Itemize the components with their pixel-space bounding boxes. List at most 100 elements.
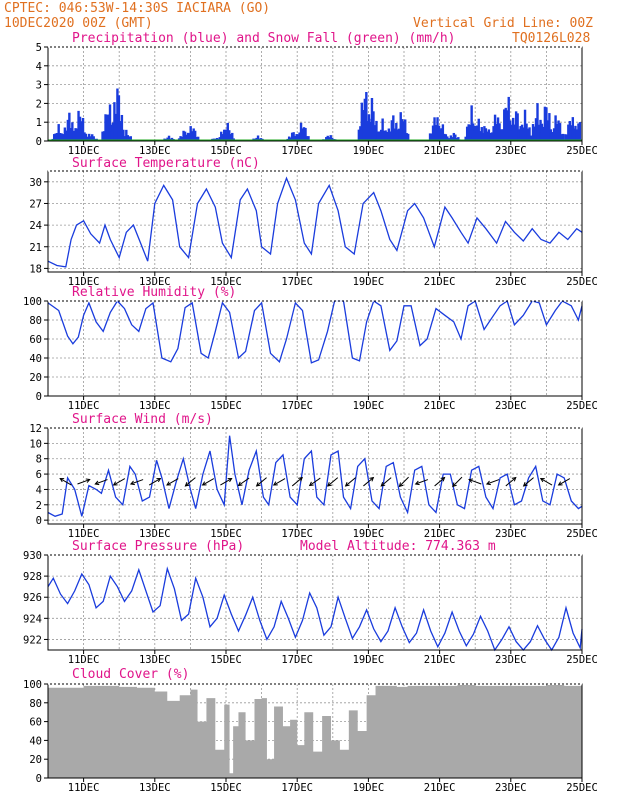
wind-xtick-label: 23DEC bbox=[495, 528, 527, 540]
precip-bar bbox=[486, 131, 489, 141]
rh-xtick-label: 17DEC bbox=[281, 400, 313, 412]
precip-bar bbox=[68, 112, 71, 141]
precip-bar bbox=[533, 126, 536, 141]
temp-ytick-label: 21 bbox=[29, 242, 42, 254]
wind-arrow-head bbox=[298, 476, 303, 482]
precip-bar bbox=[517, 137, 521, 141]
header-run-code: TQ0126L028 bbox=[512, 31, 590, 46]
wind-ytick-label: 10 bbox=[29, 438, 42, 450]
precip-bar bbox=[299, 122, 303, 141]
precip-bar bbox=[117, 95, 121, 141]
precip-bar bbox=[125, 129, 128, 141]
precip-bar bbox=[305, 136, 309, 141]
wind-arrow bbox=[77, 479, 90, 485]
precip-bar bbox=[220, 131, 223, 141]
precip-bar bbox=[298, 132, 301, 141]
rh-title: Relative Humidity (%) bbox=[72, 285, 236, 300]
temp-xtick-label: 21DEC bbox=[424, 276, 456, 288]
wind-arrow-head bbox=[452, 482, 457, 488]
temp-xtick-label: 15DEC bbox=[210, 276, 242, 288]
precip-bar bbox=[192, 128, 195, 141]
precip-bar bbox=[83, 132, 86, 141]
cloud-ytick-label: 0 bbox=[36, 773, 42, 785]
precip-xtick-label: 11DEC bbox=[68, 145, 100, 157]
precip-bar bbox=[522, 127, 525, 141]
precip-bar bbox=[574, 125, 577, 141]
precip-bar bbox=[108, 104, 112, 141]
precip-bar bbox=[520, 124, 524, 141]
precip-bar bbox=[540, 123, 544, 141]
wind-arrow-head bbox=[156, 477, 162, 483]
precip-bar bbox=[437, 128, 440, 141]
precip-bar bbox=[558, 123, 562, 141]
wind-arrow bbox=[148, 478, 161, 486]
precip-bar bbox=[123, 136, 127, 141]
precip-bar bbox=[531, 124, 535, 141]
precip-bar bbox=[367, 114, 371, 141]
precip-bar bbox=[392, 115, 395, 141]
precip-bar bbox=[187, 133, 191, 141]
cloud-xtick-label: 15DEC bbox=[210, 782, 242, 794]
wind-arrow-head bbox=[369, 476, 375, 482]
precip-title: Precipitation (blue) and Snow Fall (gree… bbox=[72, 31, 456, 46]
wind-line bbox=[47, 435, 583, 518]
precip-bar bbox=[433, 117, 436, 141]
precip-bar bbox=[357, 129, 361, 141]
wind-arrow-head bbox=[227, 477, 233, 483]
temp-line bbox=[47, 176, 583, 268]
precip-bar bbox=[102, 131, 106, 141]
precip-bar bbox=[513, 124, 516, 141]
precip-bar bbox=[126, 135, 130, 141]
precip-bar bbox=[91, 134, 94, 141]
precip-bar bbox=[382, 130, 386, 141]
precip-bar bbox=[552, 128, 556, 141]
wind-arrow-head bbox=[85, 478, 91, 483]
wind-xtick-label: 19DEC bbox=[353, 528, 385, 540]
precip-xtick-label: 15DEC bbox=[210, 145, 242, 157]
precip-bar bbox=[435, 136, 439, 141]
rh-xtick-label: 21DEC bbox=[424, 400, 456, 412]
precip-bar bbox=[534, 118, 538, 141]
precip-bar bbox=[516, 113, 519, 141]
precip-bar bbox=[114, 113, 118, 141]
wind-ytick-label: 6 bbox=[36, 469, 42, 481]
precip-bar bbox=[81, 117, 85, 141]
precip-bar bbox=[525, 123, 528, 141]
rh-frame bbox=[47, 300, 583, 397]
precip-bar bbox=[183, 131, 187, 141]
precip-bar bbox=[80, 121, 83, 141]
precip-bar bbox=[326, 135, 329, 141]
precip-bar bbox=[401, 119, 404, 141]
wind-arrow-head bbox=[184, 482, 190, 487]
precip-bar bbox=[387, 128, 391, 141]
wind-arrow bbox=[434, 477, 445, 487]
precip-bar bbox=[120, 136, 124, 141]
precip-bar bbox=[555, 123, 559, 141]
precip-bar bbox=[62, 135, 65, 141]
precip-xtick-label: 23DEC bbox=[495, 145, 527, 157]
precip-bar bbox=[477, 118, 480, 141]
pressure-ytick-label: 922 bbox=[23, 634, 42, 646]
wind-arrow bbox=[558, 478, 571, 486]
panel-pressure: Surface Pressure (hPa) Model Altitude: 77… bbox=[23, 539, 598, 666]
precip-bar bbox=[451, 137, 454, 141]
precip-bar bbox=[395, 122, 398, 141]
wind-arrow bbox=[345, 477, 356, 487]
precip-bar bbox=[468, 124, 472, 141]
precip-bar bbox=[546, 120, 550, 141]
cloud-title: Cloud Cover (%) bbox=[72, 667, 189, 682]
precip-bar bbox=[470, 105, 473, 141]
wind-arrow-head bbox=[201, 481, 207, 486]
wind-arrow-head bbox=[112, 481, 118, 486]
precip-bar bbox=[182, 130, 185, 141]
precip-bar bbox=[289, 137, 292, 141]
precip-bar bbox=[226, 122, 229, 141]
rh-xtick-label: 15DEC bbox=[210, 400, 242, 412]
precip-bar bbox=[523, 109, 527, 141]
cloud-cover-area bbox=[48, 684, 582, 778]
precip-bar bbox=[572, 134, 576, 141]
precip-bar bbox=[480, 127, 483, 141]
precip-bar bbox=[500, 129, 503, 141]
wind-xtick-label: 13DEC bbox=[139, 528, 171, 540]
